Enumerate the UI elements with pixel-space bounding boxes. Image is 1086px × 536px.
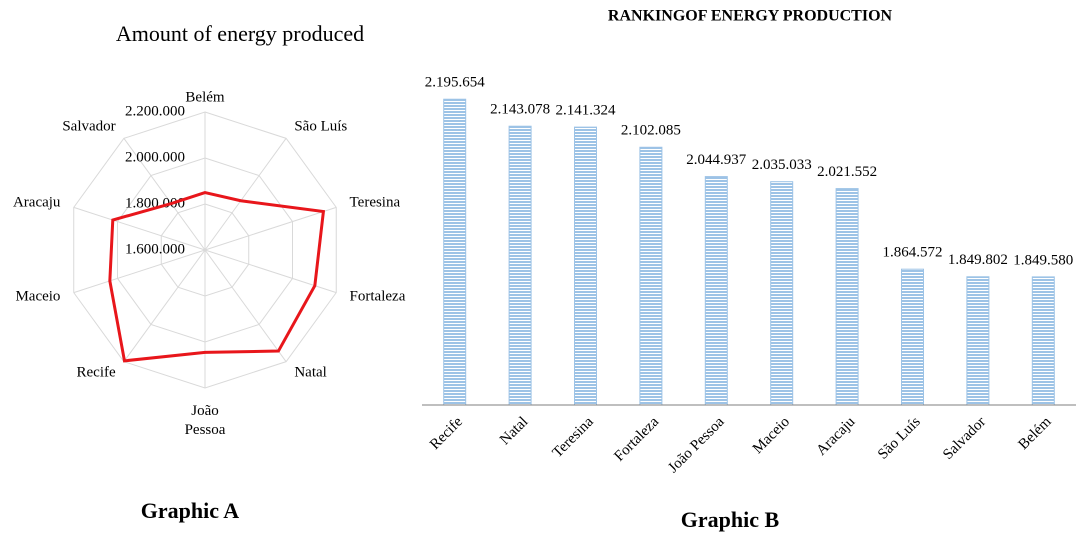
r-tick-label: 2.200.000 bbox=[125, 103, 185, 119]
spoke bbox=[204, 138, 287, 251]
category-label: Belém bbox=[185, 89, 224, 105]
bar bbox=[704, 176, 728, 406]
category-label: João Pessoa bbox=[185, 403, 226, 438]
bar bbox=[443, 98, 467, 406]
category-label: Natal bbox=[294, 364, 326, 380]
x-tick-label: Natal bbox=[497, 414, 531, 448]
bar bbox=[508, 125, 532, 406]
bar bbox=[1031, 276, 1055, 406]
category-label: Teresina bbox=[350, 194, 401, 210]
category-label: Salvador bbox=[62, 118, 115, 134]
bar bbox=[639, 146, 663, 406]
x-tick-label: Teresina bbox=[550, 414, 597, 461]
x-tick-label: Maceio bbox=[750, 414, 793, 457]
spoke bbox=[204, 249, 287, 362]
category-label: Fortaleza bbox=[350, 288, 406, 304]
bar bbox=[770, 181, 794, 406]
x-tick-label: João Pessoa bbox=[665, 414, 728, 477]
spoke bbox=[123, 249, 206, 362]
category-label: Aracaju bbox=[13, 194, 61, 210]
chart-title: Amount of energy produced bbox=[116, 21, 364, 46]
value-label: 2.035.033 bbox=[752, 157, 812, 173]
bar bbox=[901, 268, 924, 406]
spoke bbox=[73, 206, 206, 251]
bar bbox=[574, 126, 597, 406]
x-tick-label: São Luís bbox=[875, 414, 924, 463]
value-label: 1.864.572 bbox=[883, 245, 943, 261]
value-label: 2.044.937 bbox=[686, 152, 747, 168]
value-label: 2.143.078 bbox=[490, 102, 550, 118]
caption: Graphic A bbox=[141, 498, 240, 523]
category-label: Recife bbox=[77, 364, 116, 380]
value-label: 2.102.085 bbox=[621, 123, 681, 139]
r-tick-label: 2.000.000 bbox=[125, 149, 185, 165]
x-tick-label: Salvador bbox=[940, 414, 989, 463]
r-tick-label: 1.800.000 bbox=[125, 195, 185, 211]
radar-line bbox=[108, 191, 326, 363]
value-label: 1.849.580 bbox=[1013, 252, 1073, 268]
category-label: São Luís bbox=[294, 118, 347, 134]
value-label: 2.021.552 bbox=[817, 164, 877, 180]
x-tick-label: Recife bbox=[427, 414, 466, 453]
spoke bbox=[123, 138, 206, 251]
value-label: 1.849.802 bbox=[948, 252, 1008, 268]
spoke bbox=[204, 206, 337, 251]
x-tick-label: Aracaju bbox=[813, 414, 858, 459]
bar bbox=[966, 276, 990, 406]
x-tick-label: Belém bbox=[1016, 414, 1055, 453]
category-label: Maceio bbox=[15, 288, 60, 304]
value-label: 2.195.654 bbox=[425, 75, 486, 91]
r-tick-label: 1.600.000 bbox=[125, 241, 185, 257]
value-label: 2.141.324 bbox=[556, 103, 617, 119]
spoke bbox=[73, 249, 206, 294]
bar bbox=[835, 188, 859, 406]
x-tick-label: Fortaleza bbox=[611, 414, 662, 465]
chart-title: RANKINGOF ENERGY PRODUCTION bbox=[608, 8, 893, 25]
caption: Graphic B bbox=[681, 507, 780, 532]
